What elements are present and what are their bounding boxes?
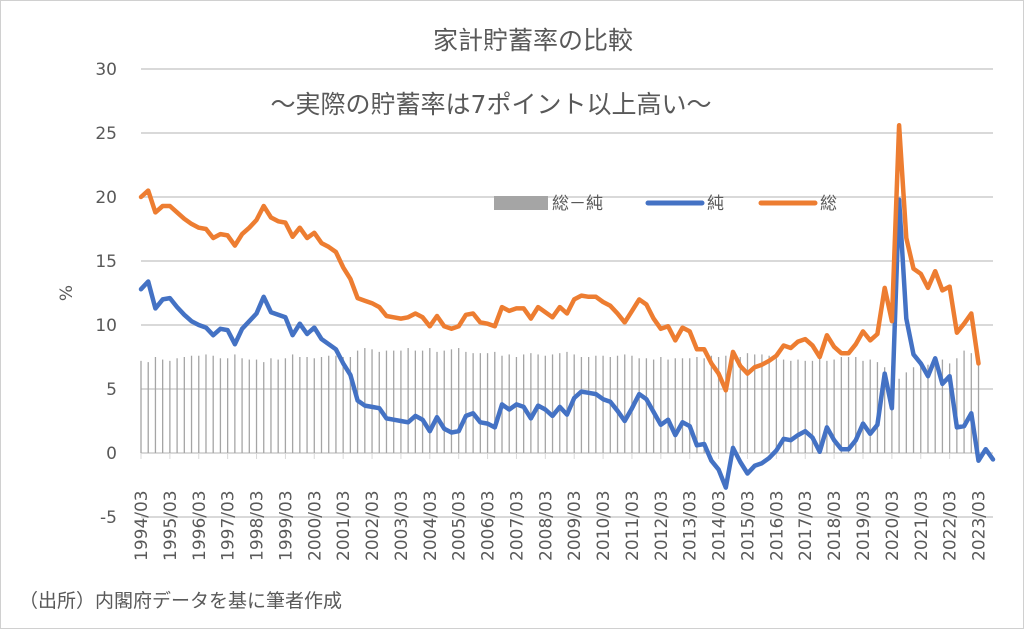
line-net [138, 197, 996, 490]
x-tick-label: 2013/03 [681, 490, 701, 561]
chart-subtitle: ～実際の貯蓄率は7ポイント以上高い～ [271, 90, 712, 119]
bar-series-diff [140, 348, 980, 453]
x-tick-label: 2016/03 [767, 490, 787, 561]
legend: 総－純 純 総 [494, 194, 837, 214]
x-tick-label: 2021/03 [912, 490, 932, 561]
x-tick-label: 1999/03 [276, 490, 296, 561]
y-tick-label: 0 [106, 444, 117, 464]
x-tick-label: 2018/03 [825, 490, 845, 561]
line-series [138, 123, 996, 490]
y-tick-label: 20 [95, 188, 117, 208]
x-tick-label: 2019/03 [854, 490, 874, 561]
x-tick-label: 1994/03 [132, 490, 152, 561]
x-tick-label: 2008/03 [536, 490, 556, 561]
legend-label-gross: 総 [820, 194, 837, 214]
x-tick-label: 2001/03 [334, 490, 354, 561]
y-axis-ticks: -5 0 5 10 15 20 25 30 [95, 60, 117, 528]
x-tick-label: 2017/03 [796, 490, 816, 561]
x-tick-label: 1996/03 [190, 490, 210, 561]
y-tick-label: -5 [100, 508, 117, 528]
x-tick-label: 1997/03 [219, 490, 239, 561]
y-tick-label: 10 [95, 316, 117, 336]
y-axis-label: % [57, 285, 77, 301]
x-tick-label: 2012/03 [652, 490, 672, 561]
x-tick-label: 2006/03 [479, 490, 499, 561]
legend-label-diff: 総－純 [552, 194, 603, 214]
x-tick-label: 2011/03 [623, 490, 643, 561]
gridlines [141, 68, 993, 518]
x-tick-label: 2005/03 [450, 490, 470, 561]
x-tick-label: 1998/03 [248, 490, 268, 561]
legend-swatch-diff [494, 196, 548, 210]
y-tick-label: 5 [106, 380, 117, 400]
x-tick-label: 2003/03 [392, 490, 412, 561]
x-tick-label: 2002/03 [363, 490, 383, 561]
legend-label-net: 純 [707, 194, 724, 214]
x-tick-label: 2000/03 [305, 490, 325, 561]
y-tick-label: 25 [95, 124, 117, 144]
x-tick-label: 2010/03 [594, 490, 614, 561]
x-tick-label: 2023/03 [970, 490, 990, 561]
x-tick-label: 2007/03 [507, 490, 527, 561]
line-gross [138, 123, 981, 393]
x-tick-label: 2014/03 [710, 490, 730, 561]
x-tick-label: 1995/03 [161, 490, 181, 561]
chart-title: 家計貯蓄率の比較 [433, 26, 633, 55]
x-axis-ticks: 1994/03 1995/03 1996/03 1997/03 1998/03 1999/… [132, 453, 990, 561]
x-tick-label: 2004/03 [421, 490, 441, 561]
y-tick-label: 15 [95, 252, 117, 272]
y-tick-label: 30 [95, 60, 117, 80]
x-tick-label: 2015/03 [738, 490, 758, 561]
x-tick-label: 2022/03 [941, 490, 961, 561]
x-tick-label: 2009/03 [565, 490, 585, 561]
source-note: （出所）内閣府データを基に筆者作成 [19, 590, 342, 612]
x-tick-label: 2020/03 [883, 490, 903, 561]
